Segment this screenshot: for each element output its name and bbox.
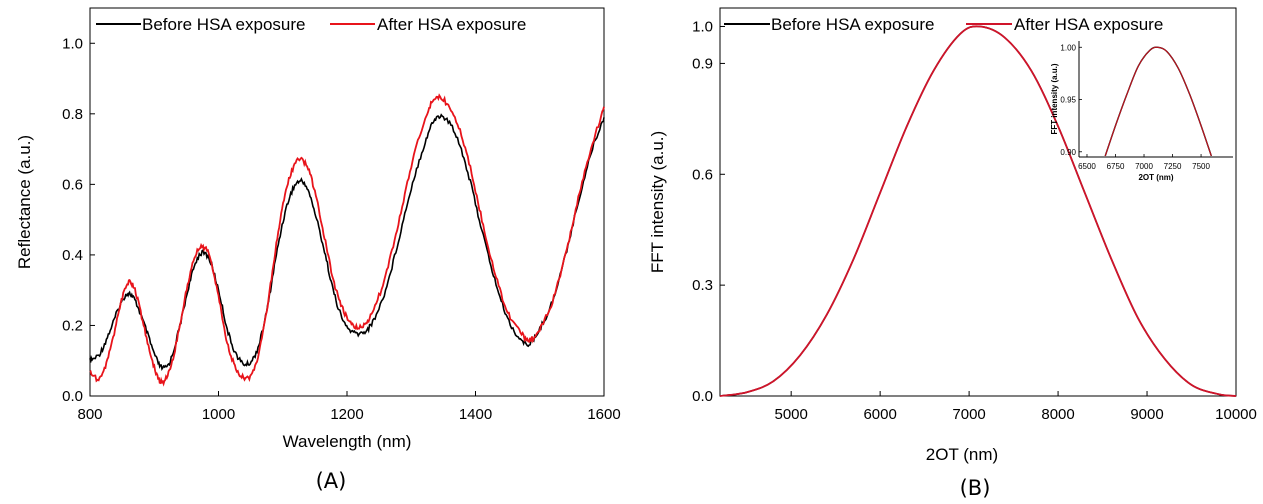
panel-b-legend-label-after: After HSA exposure bbox=[1014, 15, 1163, 34]
panel-b-inset-xtick-label: 7250 bbox=[1164, 162, 1182, 171]
panel-a-series bbox=[89, 93, 605, 387]
panel-a-ytick-label: 1.0 bbox=[62, 35, 83, 52]
panel-b-inset-series bbox=[1104, 46, 1212, 157]
panel-b-series-line-after bbox=[719, 25, 1237, 397]
panel-a-xtick-label: 1400 bbox=[459, 406, 492, 423]
panel-b-inset-xlabel: 2OT (nm) bbox=[1138, 173, 1173, 182]
panel-b-xtick-label: 7000 bbox=[952, 406, 985, 423]
panel-b-ytick-label: 1.0 bbox=[692, 18, 713, 35]
panel-b-ytick-label: 0.3 bbox=[692, 277, 713, 294]
panel-b-inset-ytick-label: 1.00 bbox=[1060, 43, 1076, 52]
panel-b-ytick-label: 0.9 bbox=[692, 55, 713, 72]
panel-a-xlabel: Wavelength (nm) bbox=[283, 432, 412, 451]
panel-b-inset-xtick-label: 6500 bbox=[1078, 162, 1096, 171]
panel-b-inset-ytick-label: 0.95 bbox=[1060, 96, 1076, 105]
panel-a-label: (A) bbox=[316, 469, 347, 493]
panel-b-inset-xtick-label: 7500 bbox=[1192, 162, 1210, 171]
panel-a-ytick-label: 0.0 bbox=[62, 388, 83, 405]
panel-b-ytick-label: 0.0 bbox=[692, 388, 713, 405]
panel-a-series-line-before bbox=[89, 113, 605, 372]
panel-a-ytick-label: 0.8 bbox=[62, 106, 83, 123]
panel-b: 5000 6000 7000 8000 9000 10000 0.0 0.3 0.6 0.9 1.0… bbox=[648, 7, 1257, 500]
panel-b-ytick-label: 0.6 bbox=[692, 166, 713, 183]
panel-a-legend: Before HSA exposure After HSA exposure bbox=[96, 15, 526, 34]
panel-a-xtick-label: 1000 bbox=[202, 406, 235, 423]
panel-a-ticks: 800 1000 1200 1400 1600 0.0 0.2 0.4 0.6 0.8 1.0 bbox=[62, 35, 621, 423]
panel-b-inset-xtick-label: 7000 bbox=[1135, 162, 1153, 171]
panel-a-xtick-label: 800 bbox=[77, 406, 102, 423]
panel-a-xtick-label: 1200 bbox=[330, 406, 363, 423]
panel-b-xlabel: 2OT (nm) bbox=[926, 445, 998, 464]
panel-a-legend-label-after: After HSA exposure bbox=[377, 15, 526, 34]
panel-b-inset-ylabel: FFT intensity (a.u.) bbox=[1050, 63, 1059, 134]
panel-b-label: (B) bbox=[960, 476, 991, 500]
panel-b-inset: 6500 6750 7000 7250 7500 0.90 0.95 1.00 2OT (nm… bbox=[1050, 41, 1233, 182]
panel-a-series-line-after bbox=[89, 93, 605, 387]
panel-b-legend-label-before: Before HSA exposure bbox=[771, 15, 934, 34]
panel-b-inset-frame bbox=[1079, 41, 1233, 157]
panel-b-legend: Before HSA exposure After HSA exposure bbox=[724, 15, 1163, 34]
panel-a: 800 1000 1200 1400 1600 0.0 0.2 0.4 0.6 0.8 1.0 Be… bbox=[15, 7, 621, 493]
panel-a-legend-label-before: Before HSA exposure bbox=[142, 15, 305, 34]
panel-a-ytick-label: 0.6 bbox=[62, 176, 83, 193]
panel-b-xtick-label: 9000 bbox=[1130, 406, 1163, 423]
panel-b-plot-frame bbox=[719, 7, 1237, 397]
panel-a-xtick-label: 1600 bbox=[587, 406, 620, 423]
panel-a-ylabel: Reflectance (a.u.) bbox=[15, 135, 34, 269]
panel-a-ytick-label: 0.4 bbox=[62, 247, 83, 264]
panel-b-ylabel: FFT intensity (a.u.) bbox=[648, 131, 667, 273]
panel-b-inset-xtick-label: 6750 bbox=[1107, 162, 1125, 171]
panel-b-ticks: 5000 6000 7000 8000 9000 10000 0.0 0.3 0.6 0.9 1.0 bbox=[692, 18, 1257, 423]
panel-a-plot-frame bbox=[89, 7, 605, 397]
panel-b-inset-ytick-label: 0.90 bbox=[1060, 148, 1076, 157]
panel-b-xtick-label: 5000 bbox=[774, 406, 807, 423]
panel-a-ytick-label: 0.2 bbox=[62, 317, 83, 334]
panel-b-series bbox=[719, 25, 1237, 397]
panel-b-inset-ticks: 6500 6750 7000 7250 7500 0.90 0.95 1.00 bbox=[1060, 43, 1210, 171]
panel-b-xtick-label: 8000 bbox=[1041, 406, 1074, 423]
panel-b-inset-line-after bbox=[1104, 46, 1212, 157]
panel-b-xtick-label: 10000 bbox=[1215, 406, 1257, 423]
panel-b-xtick-label: 6000 bbox=[863, 406, 896, 423]
